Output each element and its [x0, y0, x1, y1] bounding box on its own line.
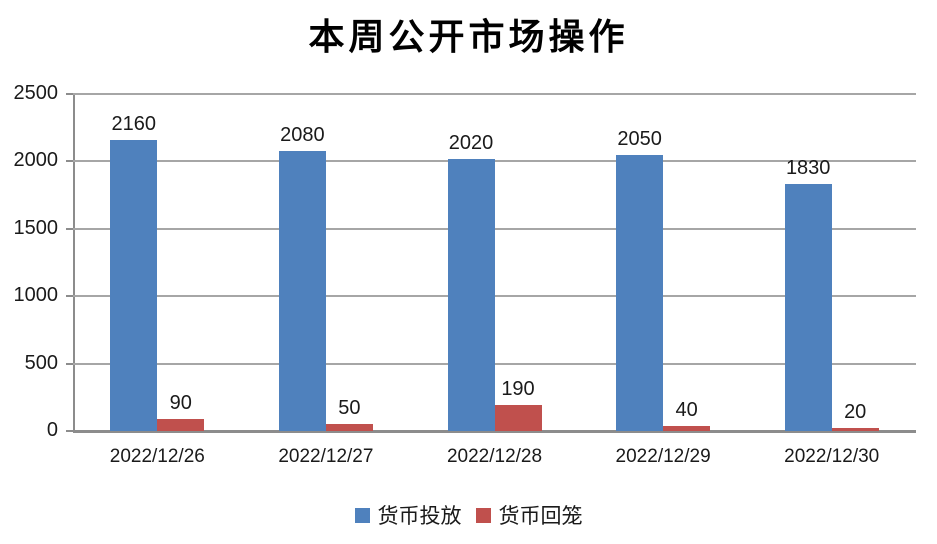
ytick-label-0: 0	[46, 419, 58, 441]
data-label-series-2-cat-3: 190	[501, 378, 535, 401]
legend-label-series-2: 货币回笼	[498, 504, 583, 528]
ytick-mark-1500	[66, 227, 73, 230]
bar-series-1-cat-5	[784, 184, 832, 431]
bar-series-1-cat-1	[110, 139, 158, 431]
gridline-y-2000	[73, 160, 916, 163]
bar-series-2-cat-3	[494, 405, 542, 431]
data-label-series-1-cat-4: 2050	[617, 127, 662, 150]
ytick-label-500: 500	[24, 351, 58, 374]
ytick-mark-2500	[66, 93, 73, 95]
bar-series-2-cat-1	[157, 418, 205, 431]
gridline-y-1500	[73, 227, 916, 230]
ytick-mark-0	[66, 430, 73, 432]
gridline-y-0	[73, 430, 916, 433]
gridline-y-1000	[73, 295, 916, 298]
bar-series-2-cat-4	[663, 425, 711, 431]
ytick-label-2000: 2000	[13, 149, 59, 172]
bar-series-1-cat-2	[278, 150, 326, 431]
gridline-y-2500	[73, 93, 916, 95]
xtick-label-4: 2022/12/29	[615, 446, 711, 467]
xtick-label-5: 2022/12/30	[784, 446, 880, 467]
data-label-series-1-cat-1: 2160	[111, 112, 157, 135]
ytick-label-1000: 1000	[13, 284, 59, 307]
legend-item-series-2: 货币回笼	[475, 500, 583, 530]
data-label-series-1-cat-2: 2080	[280, 123, 325, 146]
ytick-mark-500	[66, 362, 73, 365]
data-label-series-1-cat-5: 1830	[785, 157, 831, 180]
xtick-label-2: 2022/12/27	[278, 446, 374, 467]
bar-series-1-cat-4	[616, 154, 664, 431]
chart-title: 本周公开市场操作	[308, 16, 629, 58]
legend-label-series-1: 货币投放	[377, 504, 462, 528]
data-label-series-2-cat-5: 20	[844, 401, 867, 424]
data-label-series-2-cat-1: 90	[169, 391, 192, 414]
plot-area	[73, 94, 916, 431]
bar-series-1-cat-3	[447, 158, 495, 431]
xtick-label-3: 2022/12/28	[446, 446, 543, 467]
ytick-mark-2000	[66, 160, 73, 163]
bar-series-2-cat-5	[831, 428, 879, 431]
xtick-label-1: 2022/12/26	[109, 446, 205, 467]
data-label-series-1-cat-3: 2020	[448, 131, 494, 154]
ytick-label-2500: 2500	[13, 82, 59, 104]
bar-series-2-cat-2	[325, 424, 373, 431]
data-label-series-2-cat-2: 50	[338, 397, 361, 420]
ytick-mark-1000	[66, 295, 73, 298]
gridline-y-500	[73, 362, 916, 365]
legend-swatch-series-2	[475, 507, 491, 523]
legend: 货币投放 货币回笼	[0, 500, 937, 530]
data-label-series-2-cat-4: 40	[675, 398, 698, 421]
legend-item-series-1: 货币投放	[354, 500, 462, 530]
ytick-label-1500: 1500	[13, 216, 59, 239]
legend-swatch-series-1	[354, 507, 370, 523]
